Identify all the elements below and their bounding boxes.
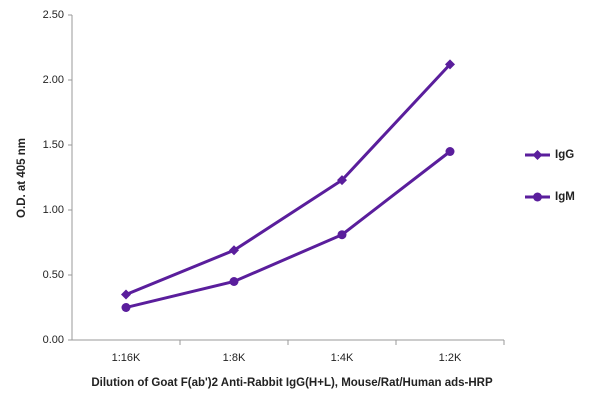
legend-label: IgG xyxy=(555,149,574,161)
y-tick-label: 1.00 xyxy=(43,204,64,216)
x-axis-label: Dilution of Goat F(ab')2 Anti-Rabbit IgG… xyxy=(91,377,493,389)
diamond-marker xyxy=(337,175,347,186)
circle-marker xyxy=(121,303,131,312)
x-tick-label: 1:4K xyxy=(331,352,354,364)
diamond-marker xyxy=(121,289,131,300)
y-tick-label: 2.00 xyxy=(43,74,64,86)
diamond-marker xyxy=(229,245,239,256)
x-tick-label: 1:16K xyxy=(112,352,141,364)
circle-marker xyxy=(337,230,347,240)
diamond-marker xyxy=(445,59,455,70)
y-tick-label: 0.00 xyxy=(43,334,64,346)
series-line xyxy=(125,63,452,296)
circle-marker xyxy=(445,147,455,156)
circle-marker xyxy=(533,192,542,202)
y-tick-label: 0.50 xyxy=(43,269,64,281)
diamond-marker xyxy=(532,150,543,160)
circle-marker xyxy=(229,277,239,286)
y-axis-label: O.D. at 405 nm xyxy=(16,138,28,218)
legend-label: IgM xyxy=(555,191,575,203)
y-tick-label: 2.50 xyxy=(43,9,64,21)
series-line xyxy=(125,150,451,309)
x-tick-label: 1:8K xyxy=(223,352,246,364)
y-tick-label: 1.50 xyxy=(43,139,64,151)
x-tick-label: 1:2K xyxy=(439,352,462,364)
